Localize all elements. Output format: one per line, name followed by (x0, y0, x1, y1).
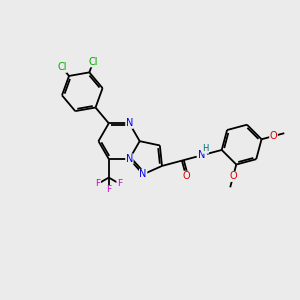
Text: N: N (126, 118, 133, 128)
Text: O: O (270, 131, 277, 141)
Text: F: F (106, 185, 111, 194)
Text: Cl: Cl (88, 57, 98, 67)
Text: O: O (229, 172, 237, 182)
Text: Cl: Cl (57, 62, 67, 72)
Text: H: H (202, 144, 208, 153)
Text: N: N (140, 169, 147, 179)
Text: F: F (117, 179, 122, 188)
Text: O: O (182, 171, 190, 181)
Text: N: N (126, 154, 133, 164)
Text: F: F (95, 179, 101, 188)
Text: N: N (198, 150, 206, 160)
